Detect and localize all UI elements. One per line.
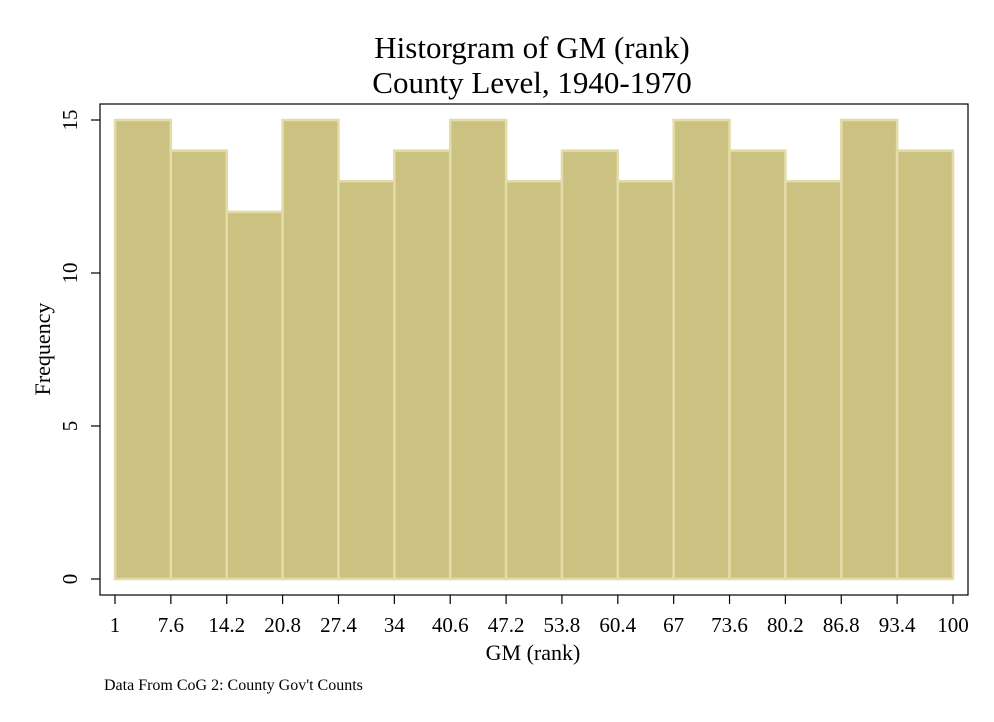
- x-tick-label: 27.4: [320, 613, 357, 637]
- y-tick-label: 0: [58, 574, 82, 585]
- histogram-bar: [337, 179, 396, 581]
- bars-layer: [113, 118, 955, 581]
- x-tick-label: 20.8: [264, 613, 301, 637]
- histogram-bar: [448, 118, 508, 581]
- chart-title-line-2: County Level, 1940-1970: [372, 65, 691, 100]
- x-tick-label: 14.2: [208, 613, 245, 637]
- x-tick-label: 7.6: [158, 613, 184, 637]
- histogram-bar: [784, 179, 843, 581]
- x-tick-label: 93.4: [879, 613, 916, 637]
- y-tick-label: 5: [58, 421, 82, 432]
- x-tick-label: 34: [384, 613, 406, 637]
- x-tick-label: 53.8: [544, 613, 581, 637]
- histogram-bar: [672, 118, 731, 581]
- x-tick-label: 60.4: [599, 613, 636, 637]
- x-axis-label: GM (rank): [486, 640, 581, 665]
- y-tick-label: 15: [58, 110, 82, 131]
- histogram-bar: [504, 179, 564, 581]
- x-tick-label: 1: [110, 613, 121, 637]
- x-tick-label: 80.2: [767, 613, 804, 637]
- x-tick-label: 47.2: [488, 613, 525, 637]
- y-axis: 0 5 10 15: [58, 110, 100, 585]
- histogram-bar: [616, 179, 675, 581]
- histogram-bar: [728, 149, 787, 581]
- histogram-bar: [169, 149, 228, 581]
- histogram-bar: [113, 118, 173, 581]
- histogram-bar: [393, 149, 452, 581]
- x-tick-label: 86.8: [823, 613, 860, 637]
- x-tick-label: 100: [937, 613, 969, 637]
- x-axis: 1 7.6 14.2 20.8 27.4 34 40.6 47.2 53.8 60.4 67 73.6…: [110, 595, 969, 637]
- x-tick-label: 40.6: [432, 613, 469, 637]
- histogram-bar: [560, 149, 620, 581]
- x-tick-label: 73.6: [711, 613, 748, 637]
- histogram-bar: [225, 210, 284, 581]
- histogram-bar: [895, 149, 955, 581]
- x-tick-label: 67: [663, 613, 684, 637]
- y-axis-label: Frequency: [30, 303, 55, 396]
- source-note: Data From CoG 2: County Gov't Counts: [104, 677, 363, 694]
- histogram-bar: [840, 118, 899, 581]
- chart-title-line-1: Historgram of GM (rank): [374, 30, 689, 65]
- histogram-bar: [281, 118, 340, 581]
- y-tick-label: 10: [58, 263, 82, 284]
